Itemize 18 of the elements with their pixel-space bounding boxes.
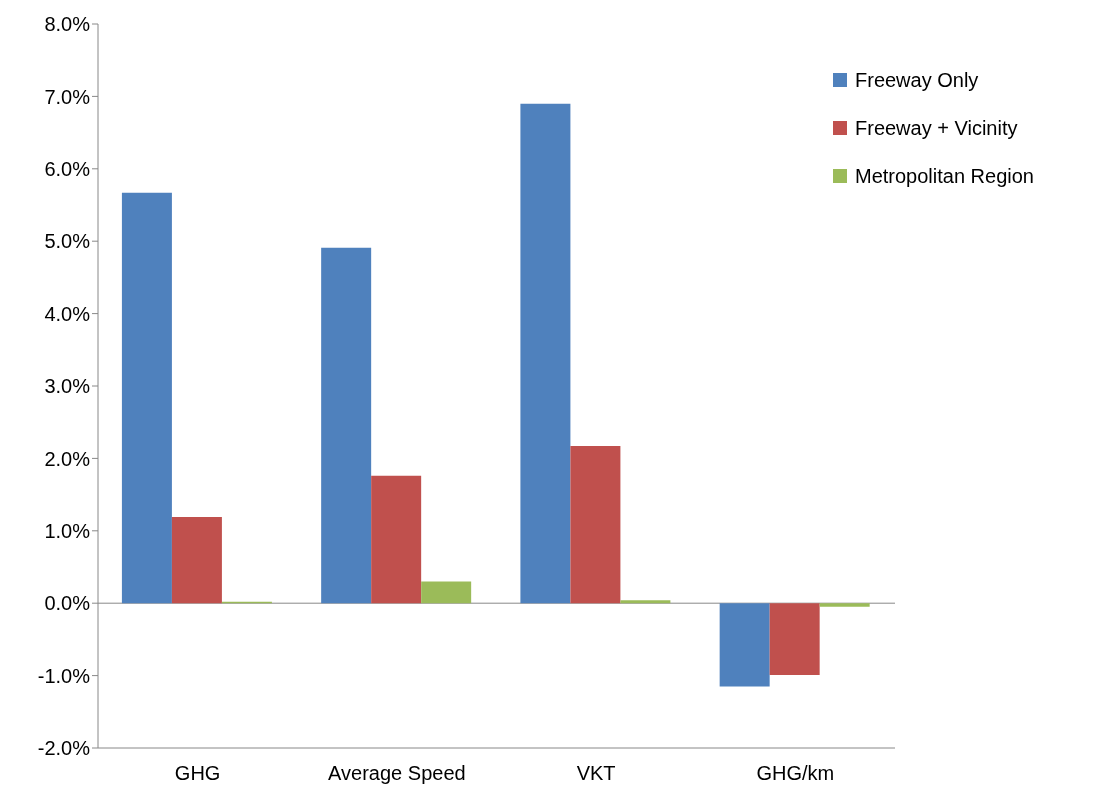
y-tick-label: 7.0% bbox=[44, 85, 91, 108]
x-tick-label: GHG bbox=[174, 762, 221, 785]
x-tick-label: VKT bbox=[576, 762, 616, 785]
y-tick-label: 5.0% bbox=[44, 230, 91, 253]
y-tick-label: -2.0% bbox=[37, 737, 91, 760]
y-tick-label: 0.0% bbox=[44, 592, 91, 615]
x-tick-label: Average Speed bbox=[328, 762, 466, 785]
legend-label: Metropolitan Region bbox=[855, 164, 1034, 189]
y-tick-label: 2.0% bbox=[44, 447, 91, 470]
legend-label: Freeway + Vicinity bbox=[855, 116, 1018, 141]
y-tick-label: 4.0% bbox=[44, 302, 91, 325]
y-tick-label: 6.0% bbox=[44, 157, 91, 180]
x-tick-label: GHG/km bbox=[756, 762, 835, 785]
y-tick-label: 3.0% bbox=[44, 375, 91, 398]
y-tick-label: -1.0% bbox=[37, 664, 91, 687]
y-tick-label: 8.0% bbox=[44, 13, 91, 36]
legend-label: Freeway Only bbox=[855, 68, 979, 93]
y-tick-label: 1.0% bbox=[44, 519, 91, 542]
